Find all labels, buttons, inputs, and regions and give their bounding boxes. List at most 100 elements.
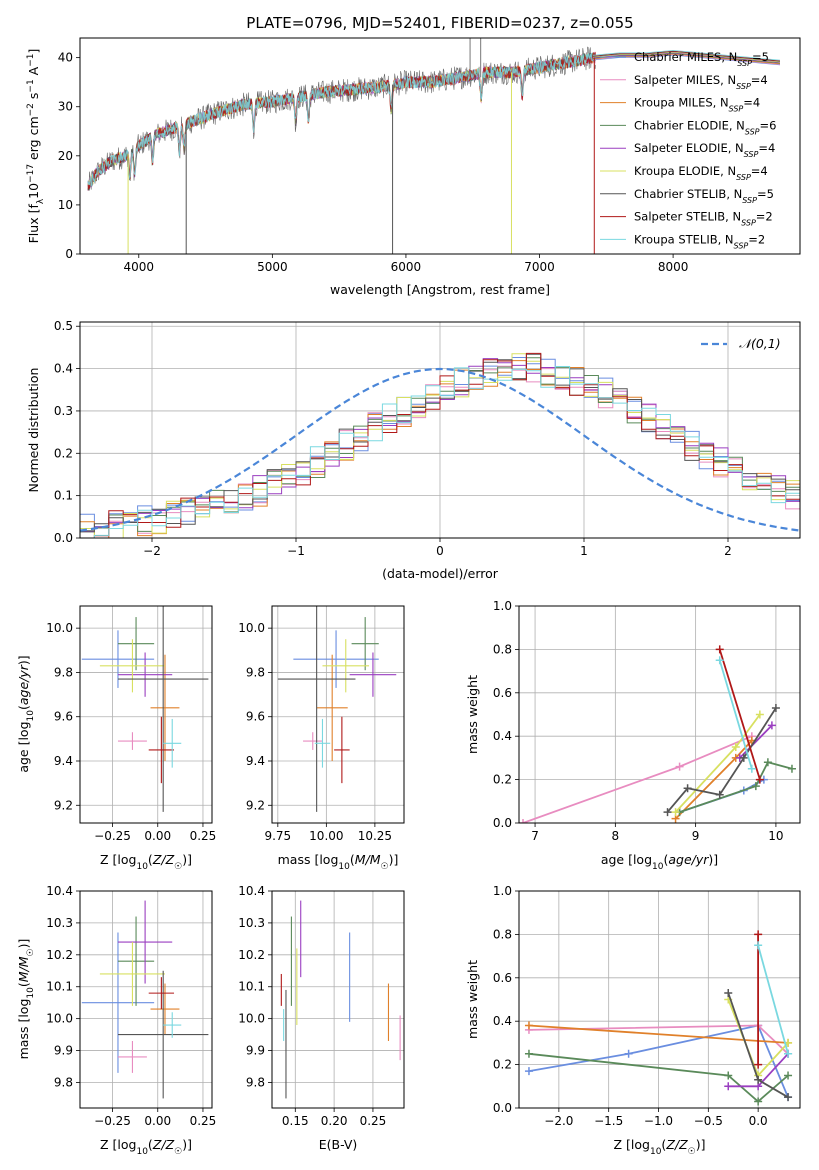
ebv-xlabel: E(B-V) [319, 1137, 358, 1152]
mass-weight-point-marker [683, 784, 692, 793]
y-tick-label: 10.4 [238, 884, 265, 898]
y-tick-label: 9.8 [54, 665, 73, 679]
axes-frame [79, 321, 801, 539]
legend-entry-part: Salpeter MILES, N [634, 73, 736, 87]
legend-entry-label: Chabrier MILES, NSSP=5 [634, 50, 769, 68]
axes-frame [79, 37, 801, 255]
model-spectrum-line [87, 53, 597, 188]
y-tick-label: 9.4 [246, 754, 265, 768]
legend-entry-part: Kroupa MILES, N [634, 96, 729, 110]
axes-frame [518, 605, 801, 824]
mass-weight-point-marker [724, 988, 733, 997]
x-tick-label: 0.00 [144, 1114, 171, 1128]
x-tick-label: 0.00 [144, 829, 171, 843]
x-tick-label: −2 [143, 544, 161, 558]
axis-label-part: λ [36, 198, 46, 204]
x-tick-label: 4000 [124, 260, 155, 274]
mass-weight-point-marker [731, 743, 740, 752]
y-tick-label: 10 [58, 198, 73, 212]
model-spectrum-red-end [592, 53, 781, 65]
y-tick-label: 9.9 [246, 1044, 265, 1058]
axis-label-part: 10 [136, 1147, 148, 1157]
mass-weight-series-line [528, 1024, 789, 1098]
legend-entry-part: SSP [737, 59, 752, 68]
x-tick-label: 9.75 [264, 829, 291, 843]
y-tick-label: 0.0 [54, 531, 73, 545]
x-tick-label: −2.0 [544, 1114, 573, 1128]
axis-label: age [log10(age/yr)] [601, 852, 718, 872]
axis-label-part: )] [389, 852, 399, 867]
x-tick-label: 7 [531, 829, 539, 843]
axes-frame [271, 890, 405, 1109]
axis-label-part: 10 [650, 1147, 662, 1157]
x-tick-label: 0.25 [190, 829, 217, 843]
legend-entry-label: Salpeter STELIB, NSSP=2 [634, 210, 773, 228]
axis-label-part: Z/Z [665, 1137, 688, 1152]
legend-entry-part: Chabrier ELODIE, N [634, 118, 745, 132]
mass-weight-point-marker [771, 703, 780, 712]
z_vs_weight-panel: −2.0 −1.5 −1.0 −0.5 0.0 0.0 0.2 0.4 0.6 0.8 1.0 mas… [465, 884, 801, 1157]
axis-label-part: −2 [26, 103, 36, 116]
legend-entry-label: Kroupa MILES, NSSP=4 [634, 96, 760, 114]
y-tick-label: 9.8 [54, 1075, 73, 1089]
legend-entry-part: Chabrier STELIB, N [634, 187, 742, 201]
y-tick-label: 0.4 [493, 729, 512, 743]
axis-label-part: ☉ [26, 948, 36, 956]
x-tick-label: 0.25 [190, 1114, 217, 1128]
mass-weight-point-marker [671, 808, 680, 817]
y-tick-label: 0.1 [54, 489, 73, 503]
y-tick-label: 10.1 [238, 980, 265, 994]
ebv_vs_mass-panel: 0.15 0.20 0.25 9.8 9.9 10.0 10.1 10.2 10.3 10.4 E(… [238, 884, 405, 1152]
model-spectrum-red-end [592, 50, 781, 62]
axis-label-part: 10 [26, 710, 36, 722]
legend-entry-part: SSP [745, 127, 760, 136]
mass-weight-point-marker [724, 1082, 733, 1091]
axis-label-part: M/M [16, 956, 31, 982]
axis-label-part: Z [log [100, 852, 136, 867]
x-tick-label: 0.20 [321, 1114, 348, 1128]
x-tick-label: 2 [724, 544, 732, 558]
mass-weight-point-marker [715, 790, 724, 799]
mass-weight-point-marker [755, 775, 764, 784]
y-tick-label: 0.0 [493, 1101, 512, 1115]
residual-histogram-step [80, 366, 800, 538]
spectrum-panel: 4000 5000 6000 7000 8000 0 10 20 30 40 wavelength … [26, 37, 801, 297]
mass-weight-point-marker [754, 1097, 763, 1106]
mass-weight-point-marker [724, 1071, 733, 1080]
z_vs_weight-plot-area [524, 930, 793, 1106]
y-tick-label: 10.3 [238, 916, 265, 930]
legend-entry-part: Salpeter STELIB, N [634, 210, 741, 224]
legend-entry-part: =2 [748, 232, 765, 246]
x-tick-label: 0.0 [749, 1114, 768, 1128]
mass-weight-point-marker [524, 1049, 533, 1058]
y-tick-label: 0.4 [54, 362, 73, 376]
axis-label-part: M/M [355, 852, 381, 867]
axis-label-part: age [log [601, 852, 652, 867]
x-tick-label: −1 [287, 544, 305, 558]
x-tick-label: 5000 [257, 260, 288, 274]
legend-entry-part: SSP [729, 104, 744, 113]
y-tick-label: 9.6 [54, 710, 73, 724]
mass-weight-point-marker [715, 645, 724, 654]
legend-entry-label: Chabrier ELODIE, NSSP=6 [634, 118, 776, 136]
legend-entry-part: Kroupa ELODIE, N [634, 164, 736, 178]
mass-weight-point-marker [519, 819, 528, 823]
axis-label-part: )] [696, 1137, 706, 1152]
y-tick-label: 9.4 [54, 754, 73, 768]
x-tick-label: −1.5 [594, 1114, 623, 1128]
legend-entry-part: SSP [742, 195, 757, 204]
y-tick-label: 0.8 [493, 642, 512, 656]
figure-title: PLATE=0796, MJD=52401, FIBERID=0237, z=0… [246, 14, 633, 32]
x-tick-label: −0.25 [94, 1114, 131, 1128]
legend-entry-part: =5 [752, 50, 769, 64]
axis-label-part: Z [log [100, 1137, 136, 1152]
axis-label-part: ☉ [174, 862, 182, 872]
x-tick-label: 0.25 [360, 1114, 387, 1128]
legend-entry-part: =4 [751, 73, 768, 87]
legend-entry-part: =5 [757, 187, 774, 201]
axis-label-part: 10 [338, 862, 350, 872]
y-tick-label: 9.8 [246, 665, 265, 679]
y-tick-label: 9.2 [54, 798, 73, 812]
age_vs_weight-panel: 7 8 9 10 0.0 0.2 0.4 0.6 0.8 1.0 mass weight age [l… [465, 599, 801, 872]
axis-label-part: mass [log [278, 852, 339, 867]
